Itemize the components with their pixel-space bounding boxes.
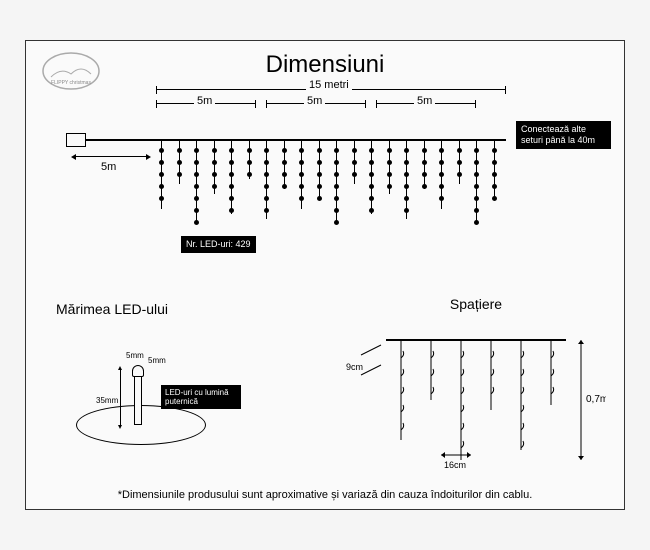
cable-length-dim [76,156,146,157]
plug-icon [66,133,86,147]
segment-label: 5m [194,95,215,107]
spacing-section: Spațiere 9cm 16cm 0,7m [346,296,606,495]
svg-text:FLIPPY christmas: FLIPPY christmas [51,80,91,86]
led-stem [134,375,142,425]
led-width-label: 5mm [148,356,166,365]
spacing-diagram: 9cm 16cm 0,7m [346,320,606,490]
led-bulb [132,365,144,377]
segment-label: 5m [304,95,325,107]
led-size-title: Mărimea LED-ului [56,301,296,317]
led-top-dim: 5mm [126,351,144,360]
segment-label: 5m [414,95,435,107]
led-count-label: Nr. LED-uri: 429 [181,236,256,253]
height-arrow [120,370,121,425]
led-height-label: 35mm [96,396,118,405]
page-title: Dimensiuni [266,51,385,79]
connector-note: Conectează alte seturi până la 40m [516,121,611,149]
icicle-strands [156,139,506,229]
brand-logo: FLIPPY christmas [41,49,101,94]
svg-text:9cm: 9cm [346,362,363,372]
led-size-section: Mărimea LED-ului 5mm 5mm 35mm LED-uri cu… [56,301,296,465]
led-desc: LED-uri cu lumină puternică [161,385,241,409]
svg-text:16cm: 16cm [444,460,466,470]
footnote: *Dimensiunile produsului sunt aproximati… [118,489,533,501]
total-length-label: 15 metri [306,79,352,91]
diagram-frame: FLIPPY christmas Dimensiuni 15 metri 5m … [25,40,625,510]
svg-text:0,7m: 0,7m [586,394,606,405]
spacing-title: Spațiere [346,296,606,312]
cable-length-label: 5m [101,161,116,173]
